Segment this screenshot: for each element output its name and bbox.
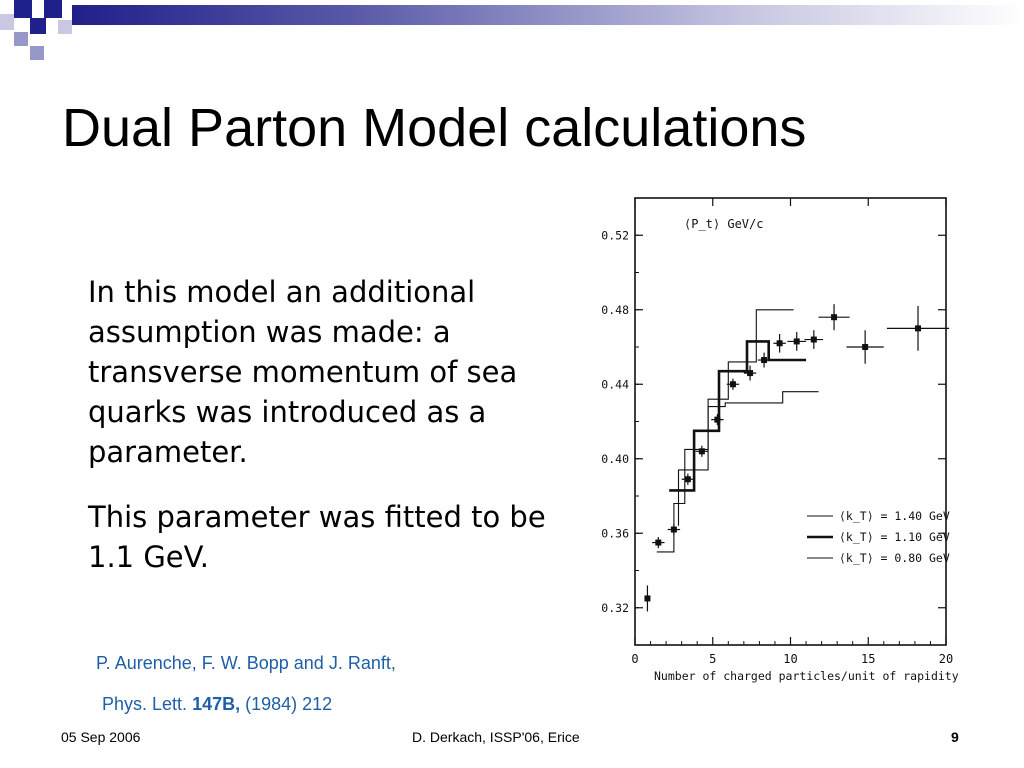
data-point	[726, 378, 740, 390]
data-point	[818, 304, 850, 331]
deco-square	[14, 32, 28, 46]
chart-title: ⟨P_t⟩ GeV/c	[684, 217, 763, 231]
series-line	[677, 309, 794, 526]
x-tick-label: 5	[709, 652, 716, 666]
citation-journal: Phys. Lett.	[102, 694, 188, 714]
data-point	[667, 523, 681, 536]
legend-label: ⟨k_T⟩ = 1.40 GeV	[839, 509, 950, 523]
footer-presenter: D. Derkach, ISSP'06, Erice	[412, 729, 580, 745]
corner-decoration	[0, 0, 80, 80]
point-marker	[862, 344, 869, 350]
point-marker	[776, 340, 783, 347]
data-point	[787, 332, 807, 351]
y-tick-label: 0.32	[601, 601, 629, 615]
data-point	[644, 585, 651, 612]
deco-square	[58, 20, 72, 34]
data-point	[886, 306, 950, 351]
chart-x-axis-label: Number of charged particles/unit of rapi…	[654, 669, 959, 683]
deco-square	[0, 14, 14, 30]
footer-date: 05 Sep 2006	[61, 729, 141, 745]
point-marker	[670, 526, 677, 533]
citation-volume: 147B,	[192, 694, 241, 714]
data-point	[773, 333, 786, 353]
header-gradient-bar	[72, 5, 1024, 25]
legend-label: ⟨k_T⟩ = 0.80 GeV	[839, 551, 950, 565]
data-point	[743, 365, 757, 381]
y-tick-label: 0.40	[601, 452, 629, 466]
point-marker	[747, 370, 754, 377]
point-marker	[729, 381, 736, 388]
data-point	[652, 536, 665, 549]
x-tick-label: 20	[939, 652, 953, 666]
point-marker	[761, 357, 768, 364]
point-marker	[810, 336, 817, 343]
series-line	[656, 391, 819, 553]
slide-title: Dual Parton Model calculations	[62, 98, 807, 158]
data-point	[711, 414, 724, 426]
legend-label: ⟨k_T⟩ = 1.10 GeV	[839, 530, 950, 544]
data-point	[757, 352, 771, 368]
point-marker	[915, 325, 922, 332]
y-tick-label: 0.48	[601, 303, 629, 317]
body-paragraph: This parameter was fitted to be 1.1 GeV.	[88, 500, 546, 574]
data-point	[695, 445, 709, 457]
point-marker	[644, 595, 651, 602]
y-tick-label: 0.44	[601, 377, 629, 391]
citation-authors: P. Aurenche, F. W. Bopp and J. Ranft,	[96, 653, 396, 673]
x-tick-label: 15	[861, 652, 875, 666]
x-tick-label: 10	[783, 652, 797, 666]
citation-year-page: (1984) 212	[245, 694, 333, 714]
data-point	[681, 473, 695, 485]
citation-reference: Phys. Lett. 147B, (1984) 212	[102, 694, 332, 715]
point-marker	[684, 476, 691, 483]
series-line	[669, 340, 807, 492]
point-marker	[714, 416, 721, 423]
deco-square	[30, 18, 46, 34]
data-point	[804, 330, 824, 349]
point-marker	[793, 338, 800, 345]
footer-page-number: 9	[951, 729, 959, 745]
chart-frame	[634, 197, 947, 646]
body-paragraph: In this model an additional assumption w…	[88, 275, 518, 469]
deco-square	[14, 0, 32, 18]
deco-square	[44, 0, 62, 18]
x-tick-label: 0	[631, 652, 638, 666]
point-marker	[655, 539, 662, 546]
data-point	[846, 330, 884, 364]
point-marker	[831, 314, 838, 321]
y-tick-label: 0.52	[601, 228, 629, 242]
deco-square	[30, 46, 44, 60]
point-marker	[698, 448, 705, 455]
chart: 0 5 10 15 20 0.32 0.36 0.40 0.44 0.48 0.52 ⟨k_T⟩ =…	[601, 197, 959, 683]
y-tick-label: 0.36	[601, 526, 629, 540]
